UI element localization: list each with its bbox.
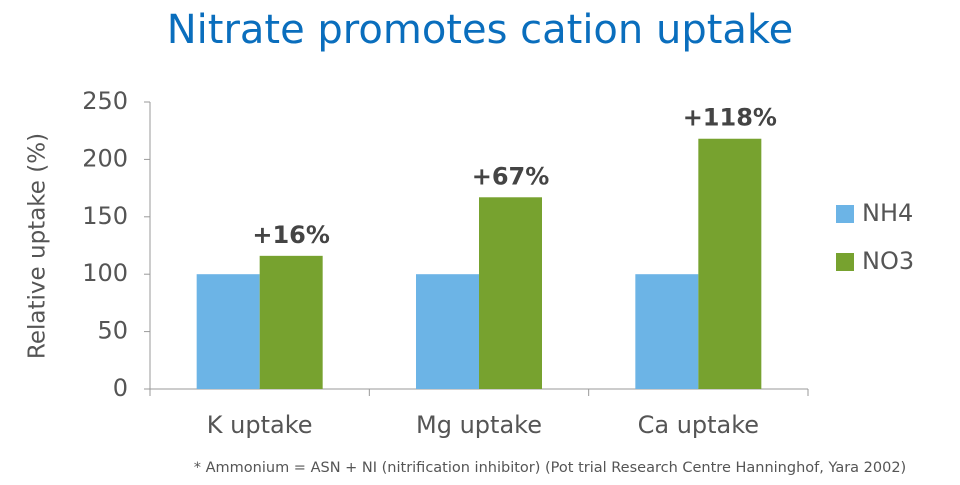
x-tick-label: K uptake xyxy=(207,411,313,439)
y-tick-label: 50 xyxy=(97,317,128,345)
bar xyxy=(416,274,479,389)
y-tick-label: 0 xyxy=(113,374,128,402)
y-tick-label: 200 xyxy=(82,144,128,172)
legend-label: NH4 xyxy=(862,199,913,227)
x-tick-label: Ca uptake xyxy=(638,411,759,439)
y-tick-label: 250 xyxy=(82,87,128,115)
annotation: +118% xyxy=(683,104,777,132)
legend-label: NO3 xyxy=(862,247,914,275)
y-axis-label: Relative uptake (%) xyxy=(25,133,51,359)
bar xyxy=(479,197,542,389)
bar xyxy=(259,255,323,389)
bar xyxy=(635,274,699,389)
y-tick-label: 150 xyxy=(82,202,128,230)
bar xyxy=(698,138,762,389)
annotation: +67% xyxy=(472,162,550,190)
y-tick-label: 100 xyxy=(82,259,128,287)
annotation: +16% xyxy=(252,221,330,249)
chart-title: Nitrate promotes cation uptake xyxy=(167,7,794,53)
bar xyxy=(196,274,260,389)
legend-swatch xyxy=(836,253,854,271)
legend-swatch xyxy=(836,205,854,223)
footnote: * Ammonium = ASN + NI (nitrification inh… xyxy=(194,460,906,476)
x-tick-label: Mg uptake xyxy=(416,411,542,439)
